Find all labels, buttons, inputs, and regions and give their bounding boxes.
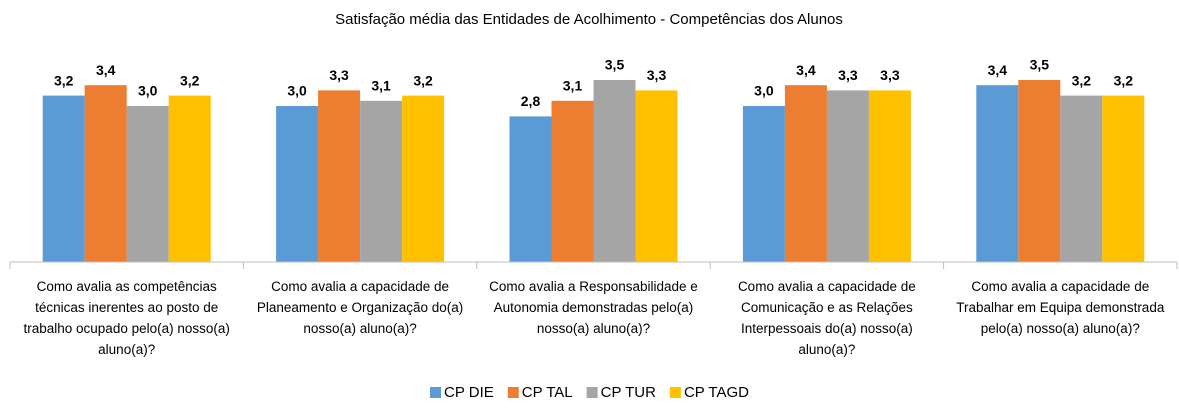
data-label: 3,2: [1114, 72, 1134, 88]
data-label: 3,2: [1072, 72, 1092, 88]
bar: [84, 85, 127, 262]
bar: [742, 106, 785, 262]
data-label: 3,3: [647, 67, 667, 83]
legend-swatch: [586, 387, 598, 398]
data-label: 3,3: [880, 67, 900, 83]
bar: [402, 95, 445, 262]
data-label: 3,1: [563, 78, 583, 94]
bar: [1102, 95, 1145, 262]
data-label: 3,3: [838, 67, 858, 83]
legend-label: CP TAL: [522, 384, 573, 401]
legend-swatch: [669, 387, 681, 398]
legend-swatch: [430, 387, 442, 398]
data-label: 3,0: [287, 83, 307, 99]
legend-label: CP DIE: [444, 384, 494, 401]
legend-swatch: [507, 387, 519, 398]
bar: [1060, 95, 1103, 262]
bar: [635, 90, 678, 263]
data-label: 2,8: [521, 93, 541, 109]
legend-label: CP TAGD: [684, 384, 749, 401]
data-label: 3,5: [1030, 57, 1050, 73]
data-label: 3,0: [138, 83, 158, 99]
bar: [276, 106, 319, 262]
bar: [868, 90, 911, 263]
data-label: 3,4: [96, 62, 116, 78]
data-label: 3,4: [796, 62, 816, 78]
x-tick-label: Como avalia as competências técnicas ine…: [23, 279, 230, 357]
data-label: 3,4: [988, 62, 1008, 78]
x-tick-label: Como avalia a capacidade de Planeamento …: [256, 279, 464, 336]
bar: [318, 90, 361, 263]
bar: [1018, 80, 1061, 262]
bar: [360, 100, 403, 262]
data-label: 3,3: [329, 67, 349, 83]
chart-title: Satisfação média das Entidades de Acolhi…: [335, 11, 843, 28]
x-tick-label: Como avalia a capacidade de Comunicação …: [737, 279, 916, 357]
bar: [42, 95, 85, 262]
bar: [593, 80, 636, 262]
bar: [784, 85, 827, 262]
data-label: 3,2: [413, 72, 433, 88]
data-label: 3,1: [371, 78, 391, 94]
bar: [509, 116, 552, 263]
data-label: 3,0: [754, 83, 774, 99]
data-label: 3,2: [180, 72, 200, 88]
legend-label: CP TUR: [601, 384, 656, 401]
bar: [826, 90, 869, 263]
x-tick-label: Como avalia a Responsabilidade e Autonom…: [489, 279, 698, 336]
bar: [976, 85, 1019, 262]
bar: [168, 95, 211, 262]
data-label: 3,5: [605, 57, 625, 73]
bar: [551, 100, 594, 262]
x-tick-label: Como avalia a capacidade de Trabalhar em…: [956, 279, 1165, 336]
bar: [126, 106, 169, 262]
data-label: 3,2: [54, 72, 74, 88]
